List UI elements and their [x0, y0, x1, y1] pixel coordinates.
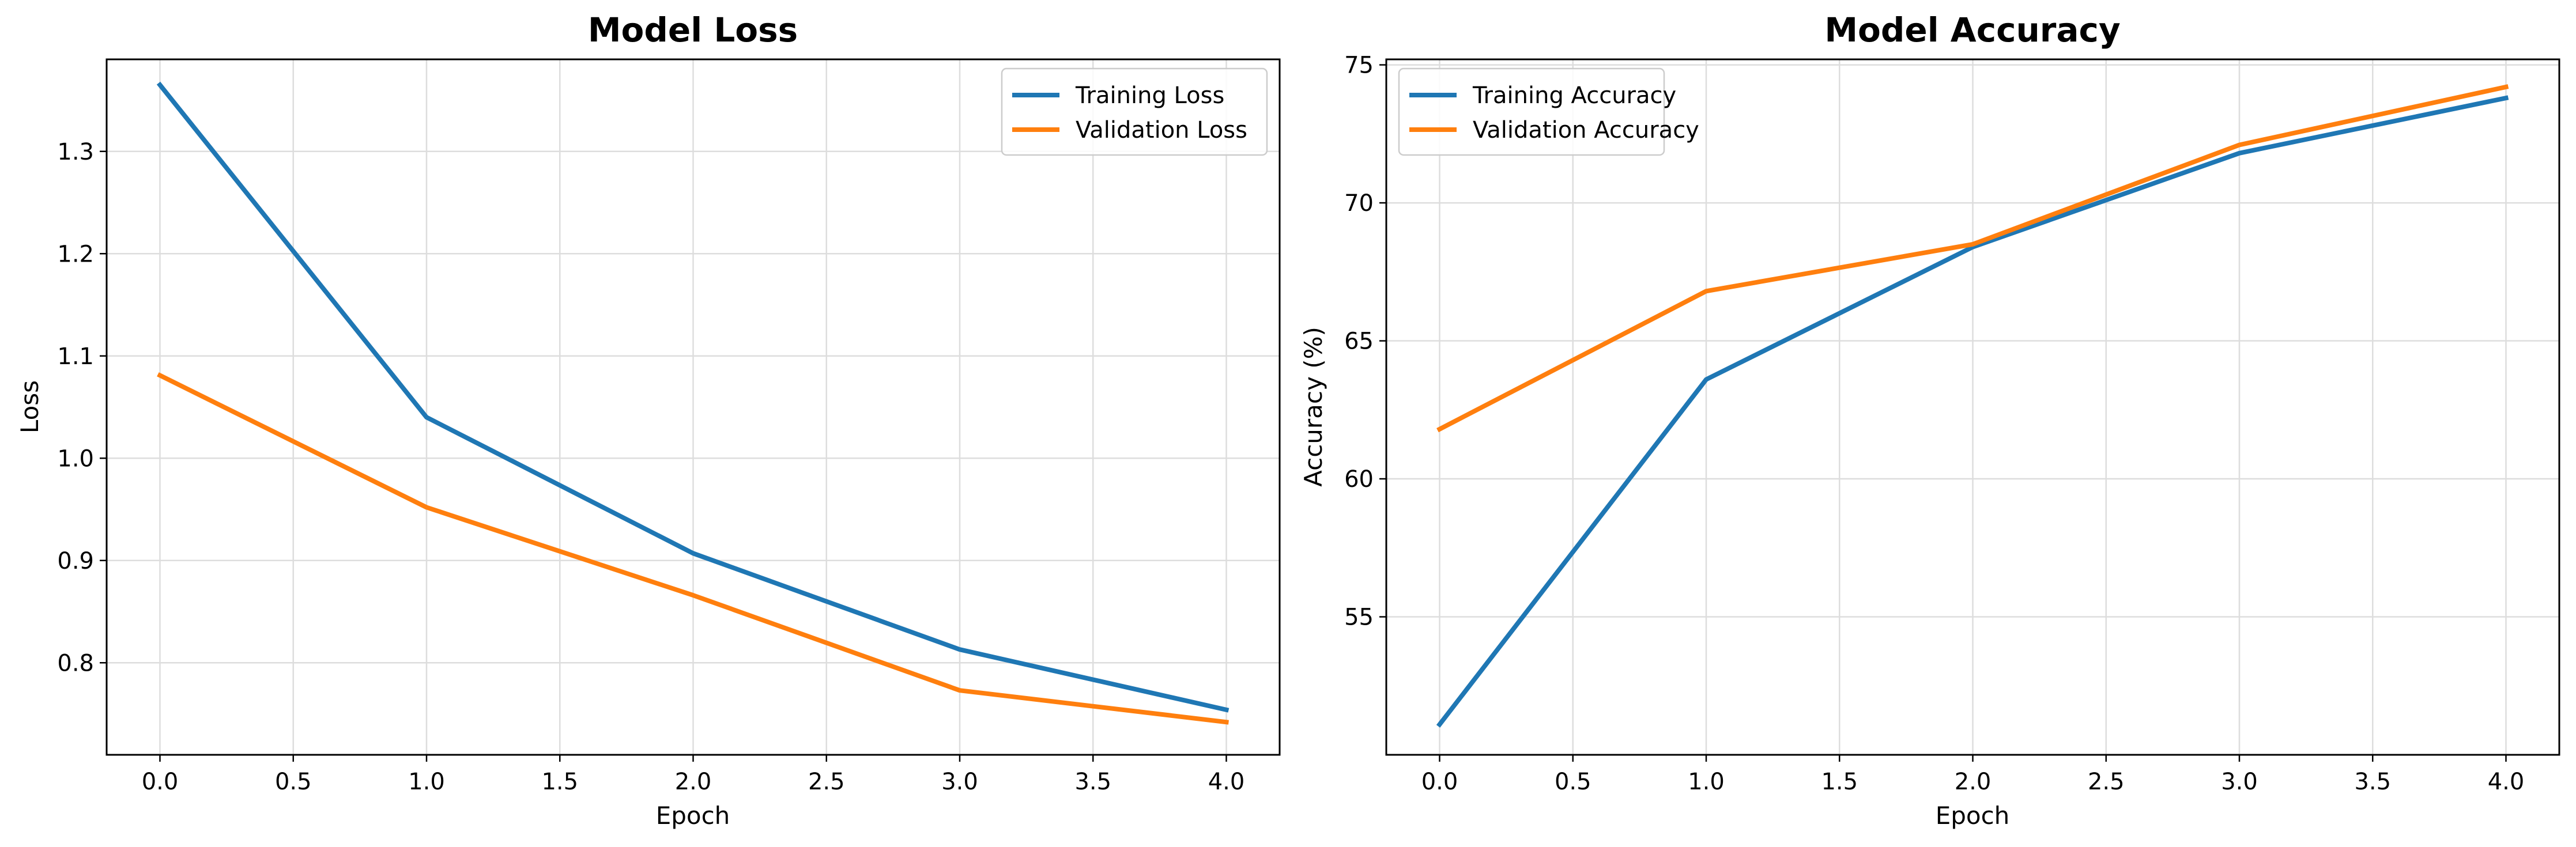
accuracy-legend-entry-validation-accuracy: Validation Accuracy: [1473, 117, 1699, 143]
accuracy-x-tick-label: 4.0: [2488, 769, 2525, 795]
accuracy-legend: Training Accuracy Validation Accuracy: [1398, 67, 1699, 156]
loss-y-tick-label: 0.9: [57, 548, 94, 574]
loss-ticks: 0.0 0.5 1.0 1.5 2.0 2.5 3.0 3.5 4.0 0.8 0.9 1.0 1.1 1…: [57, 139, 1244, 795]
accuracy-x-tick-label: 2.0: [1955, 769, 1992, 795]
loss-x-tick-label: 4.0: [1208, 769, 1245, 795]
accuracy-y-tick-label: 70: [1344, 190, 1374, 217]
accuracy-x-axis-label: Epoch: [1936, 801, 2010, 830]
loss-legend-box: [1001, 67, 1268, 156]
loss-grid: [107, 59, 1280, 755]
loss-x-tick-label: 2.5: [808, 769, 845, 795]
loss-x-tick-label: 3.5: [1074, 769, 1111, 795]
accuracy-legend-box: [1398, 67, 1665, 156]
loss-x-tick-label: 0.0: [142, 769, 179, 795]
loss-y-axis-label: Loss: [16, 380, 44, 433]
loss-y-tick-label: 1.1: [57, 343, 94, 370]
loss-x-axis-label: Epoch: [656, 801, 730, 830]
accuracy-ticks: 0.0 0.5 1.0 1.5 2.0 2.5 3.0 3.5 4.0 55 60 65 70 75: [1344, 52, 2524, 795]
loss-legend-entry-validation-loss: Validation Loss: [1076, 117, 1247, 143]
loss-x-tick-label: 1.0: [408, 769, 445, 795]
loss-legend: Training Loss Validation Loss: [1001, 67, 1268, 156]
accuracy-y-tick-label: 65: [1344, 328, 1374, 355]
accuracy-x-tick-label: 1.0: [1688, 769, 1725, 795]
accuracy-grid: [1386, 59, 2559, 755]
accuracy-series: [1436, 84, 2509, 728]
loss-chart-panel: 0.0 0.5 1.0 1.5 2.0 2.5 3.0 3.5 4.0 0.8 0.9 1.0 1.1 1…: [16, 10, 1281, 830]
loss-y-tick-label: 0.8: [57, 650, 94, 676]
accuracy-x-tick-label: 3.5: [2354, 769, 2391, 795]
loss-x-tick-label: 0.5: [275, 769, 312, 795]
accuracy-x-tick-label: 2.5: [2088, 769, 2125, 795]
accuracy-y-tick-label: 75: [1344, 52, 1374, 79]
accuracy-x-tick-label: 0.0: [1421, 769, 1458, 795]
accuracy-y-tick-label: 60: [1344, 466, 1374, 493]
loss-y-tick-label: 1.0: [57, 445, 94, 472]
accuracy-training-accuracy-line: [1436, 95, 2509, 728]
accuracy-chart-panel: 0.0 0.5 1.0 1.5 2.0 2.5 3.0 3.5 4.0 55 60 65 70 75 Mo…: [1299, 10, 2560, 830]
accuracy-x-tick-label: 1.5: [1821, 769, 1858, 795]
loss-y-tick-label: 1.2: [57, 241, 94, 267]
loss-training-loss-line: [156, 81, 1229, 713]
loss-x-tick-label: 3.0: [941, 769, 978, 795]
loss-validation-loss-line: [157, 372, 1229, 725]
loss-legend-entry-training-loss: Training Loss: [1075, 82, 1224, 109]
accuracy-legend-entry-training-accuracy: Training Accuracy: [1472, 82, 1676, 109]
loss-x-tick-label: 1.5: [541, 769, 578, 795]
accuracy-y-tick-label: 55: [1344, 604, 1374, 631]
accuracy-x-tick-label: 0.5: [1555, 769, 1591, 795]
loss-series: [156, 81, 1229, 725]
accuracy-y-axis-label: Accuracy (%): [1299, 327, 1327, 487]
loss-chart-title: Model Loss: [588, 10, 798, 50]
loss-y-tick-label: 1.3: [57, 139, 94, 165]
accuracy-chart-title: Model Accuracy: [1824, 10, 2120, 50]
accuracy-validation-accuracy-line: [1436, 84, 2509, 433]
loss-x-tick-label: 2.0: [675, 769, 712, 795]
accuracy-x-tick-label: 3.0: [2221, 769, 2258, 795]
